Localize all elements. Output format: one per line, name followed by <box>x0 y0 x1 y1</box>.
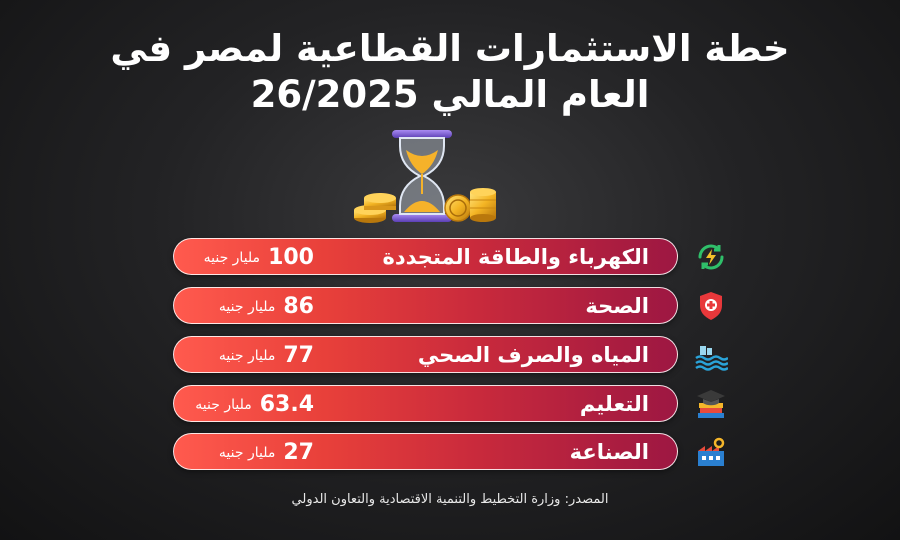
unit-label: مليار جنيه <box>218 298 276 315</box>
data-label: 27 <box>283 440 314 465</box>
bar-row: الكهرباء والطاقة المتجددة مليار جنيه 100 <box>173 238 678 275</box>
hourglass-coins-illustration <box>350 126 550 226</box>
category-label: التعليم <box>579 392 649 416</box>
health-shield-icon <box>694 289 728 323</box>
category-label: الصناعة <box>569 440 649 464</box>
category-label: الصحة <box>585 294 649 318</box>
coin-stack-left <box>354 193 396 223</box>
data-label: 100 <box>268 245 314 270</box>
data-label: 63.4 <box>259 392 314 417</box>
hourglass-icon <box>354 130 496 223</box>
value-group: مليار جنيه 77 <box>174 337 314 374</box>
source-note: المصدر: وزارة التخطيط والتنمية الاقتصادي… <box>291 492 609 507</box>
bar-row: المياه والصرف الصحي مليار جنيه 77 <box>173 336 678 373</box>
chart-title: خطة الاستثمارات القطاعية لمصر في العام ا… <box>0 26 900 118</box>
data-label: 77 <box>283 343 314 368</box>
category-label: الكهرباء والطاقة المتجددة <box>382 245 650 269</box>
unit-label: مليار جنيه <box>195 396 252 413</box>
bar-row: التعليم مليار جنيه 63.4 <box>173 385 678 422</box>
industry-factory-icon <box>694 435 728 469</box>
chart-title-line2: العام المالي 26/2025 <box>250 73 650 116</box>
unit-label: مليار جنيه <box>218 347 276 364</box>
education-books-icon <box>694 387 728 421</box>
value-group: مليار جنيه 86 <box>174 288 314 325</box>
value-group: مليار جنيه 63.4 <box>174 386 314 423</box>
coin-stack-right <box>444 188 496 222</box>
energy-recycle-icon <box>694 240 728 274</box>
water-wave-icon <box>694 338 728 372</box>
chart-title-line1: خطة الاستثمارات القطاعية لمصر في <box>110 27 790 70</box>
bar-row: الصناعة مليار جنيه 27 <box>173 433 678 470</box>
value-group: مليار جنيه 27 <box>174 434 314 471</box>
unit-label: مليار جنيه <box>218 444 276 461</box>
category-label: المياه والصرف الصحي <box>417 343 649 367</box>
value-group: مليار جنيه 100 <box>174 239 314 276</box>
data-label: 86 <box>283 294 314 319</box>
unit-label: مليار جنيه <box>203 249 261 266</box>
bar-row: الصحة مليار جنيه 86 <box>173 287 678 324</box>
